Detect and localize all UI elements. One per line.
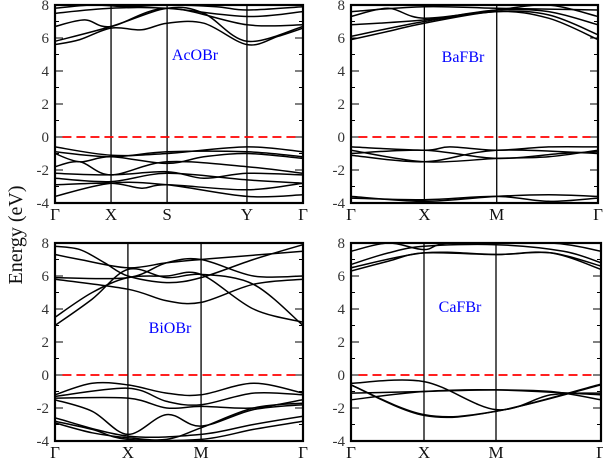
material-label: AcOBr — [172, 47, 219, 64]
k-point-label: X — [418, 205, 430, 224]
band-line — [55, 6, 303, 43]
band-line — [55, 170, 303, 180]
k-point-label: X — [418, 443, 430, 462]
band-line — [55, 6, 303, 18]
panel-acobr: -4 -2 0 2 4 6 8 Γ X S Y Γ AcOBr — [37, 0, 309, 224]
material-label: BaFBr — [442, 49, 485, 66]
y-tick-label: 2 — [42, 97, 50, 113]
k-point-label: X — [122, 443, 134, 462]
y-tick-label: 0 — [42, 368, 50, 384]
y-tick-label: 0 — [42, 130, 50, 146]
y-tick-label: 2 — [338, 97, 346, 113]
band-line — [55, 243, 303, 284]
y-tick-label: 2 — [42, 335, 50, 351]
band-line — [55, 5, 303, 11]
y-tick-label: 8 — [42, 236, 50, 252]
band-line — [351, 10, 598, 38]
band-line — [351, 10, 598, 41]
band-line — [55, 381, 303, 397]
y-tick-label: -4 — [333, 434, 346, 450]
bands — [55, 243, 303, 441]
y-tick-label: 0 — [338, 130, 346, 146]
band-line — [351, 149, 598, 163]
band-line — [55, 181, 303, 198]
band-line — [55, 7, 303, 28]
bands — [351, 5, 598, 203]
y-tick-label: 6 — [42, 31, 50, 47]
band-line — [55, 250, 303, 269]
y-tick-label: 2 — [338, 335, 346, 351]
band-line — [55, 278, 303, 305]
band-line — [55, 257, 303, 280]
band-line — [351, 5, 598, 19]
band-line — [55, 271, 303, 323]
band-line — [351, 195, 598, 203]
y-tick-label: 4 — [42, 64, 50, 80]
k-point-label: Γ — [298, 443, 308, 462]
y-tick-label: 6 — [42, 269, 50, 285]
plot-frame — [349, 241, 603, 443]
k-point-label: M — [488, 443, 503, 462]
panel-biobr: -4 -2 0 2 4 6 8 Γ X M Γ BiOBr — [37, 236, 309, 462]
panel-bafbr: -4 -2 0 2 4 6 8 Γ X M Γ BaFBr — [333, 0, 603, 224]
band-line — [55, 20, 303, 46]
band-line — [351, 388, 601, 401]
band-line — [55, 150, 303, 158]
y-tick-label: 4 — [338, 302, 346, 318]
band-line — [351, 251, 601, 269]
plot-frame — [53, 241, 305, 443]
band-line — [55, 172, 303, 184]
band-line — [55, 146, 303, 157]
bands — [351, 243, 601, 419]
k-point-label: S — [162, 205, 171, 224]
y-axis-label: Energy (eV) — [5, 185, 27, 284]
band-line — [55, 387, 303, 406]
y-tick-label: -4 — [333, 196, 346, 212]
k-point-label: M — [489, 205, 504, 224]
k-point-label: Γ — [346, 205, 356, 224]
y-tick-label: 4 — [42, 302, 50, 318]
y-tick-label: 8 — [42, 0, 50, 14]
material-label: BiOBr — [149, 320, 192, 337]
band-line — [55, 402, 303, 441]
band-line — [55, 415, 303, 439]
material-label: CaFBr — [439, 299, 482, 316]
y-tick-label: -2 — [333, 163, 346, 179]
k-point-label: M — [194, 443, 209, 462]
k-point-label: Y — [241, 205, 253, 224]
k-point-label: Γ — [50, 205, 60, 224]
y-tick-label: 0 — [338, 368, 346, 384]
y-tick-label: 8 — [338, 236, 346, 252]
band-line — [351, 145, 598, 151]
band-line — [351, 243, 601, 266]
y-tick-label: 6 — [338, 31, 346, 47]
y-tick-label: -2 — [37, 401, 50, 417]
panel-cafbr: -4 -2 0 2 4 6 8 Γ X M Γ CaFBr — [333, 236, 603, 462]
y-tick-label: -4 — [37, 434, 50, 450]
y-tick-label: -2 — [37, 163, 50, 179]
band-line — [55, 396, 303, 410]
k-point-label: Γ — [346, 443, 356, 462]
y-tick-label: 4 — [338, 64, 346, 80]
plot-frame — [349, 3, 600, 205]
band-line — [55, 420, 303, 441]
y-tick-label: -4 — [37, 196, 50, 212]
band-line — [55, 160, 303, 176]
y-tick-label: 6 — [338, 269, 346, 285]
k-point-label: Γ — [593, 205, 603, 224]
k-point-label: X — [105, 205, 117, 224]
band-line — [55, 399, 303, 436]
y-tick-label: 8 — [338, 0, 346, 14]
y-tick-label: -2 — [333, 401, 346, 417]
k-point-label: Γ — [50, 443, 60, 462]
k-point-label: Γ — [596, 443, 603, 462]
plot-frame — [53, 3, 305, 205]
k-point-label: Γ — [298, 205, 308, 224]
band-line — [351, 5, 598, 13]
bands — [55, 5, 303, 198]
band-line — [351, 383, 601, 419]
